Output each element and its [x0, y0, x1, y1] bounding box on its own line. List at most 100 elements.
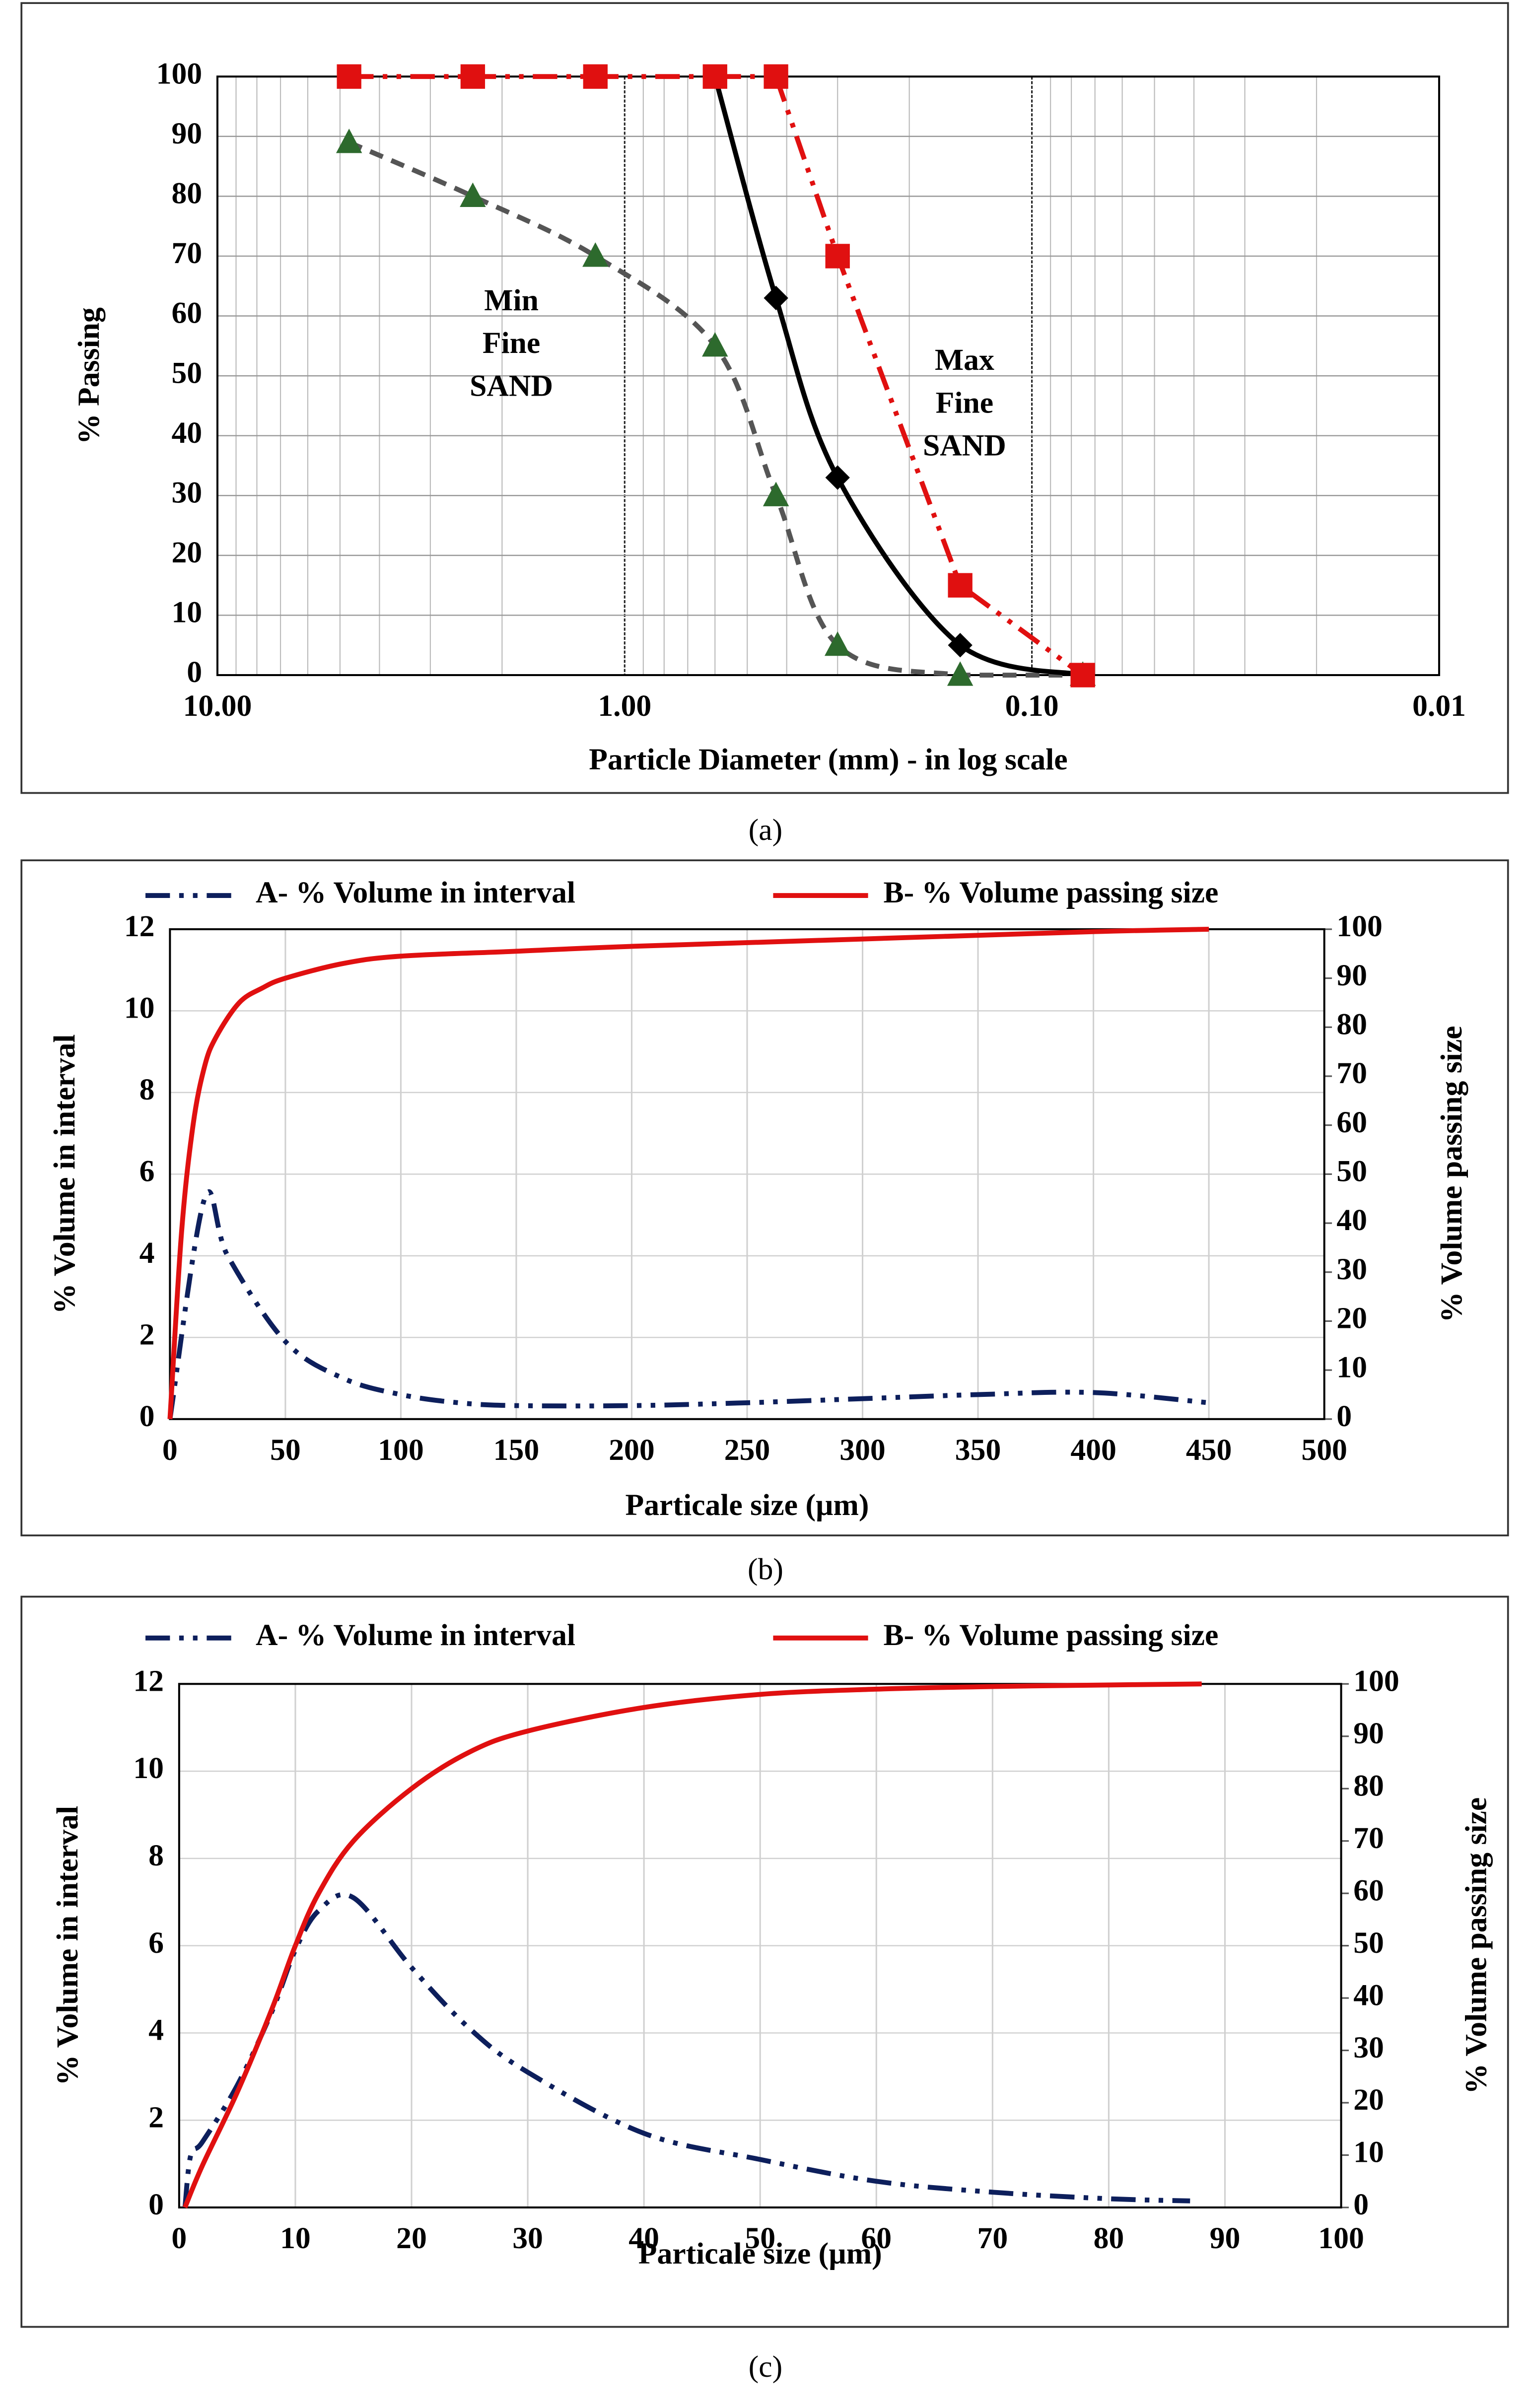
y2-tick-label: 0 — [1353, 2188, 1369, 2221]
caption: (a) — [749, 813, 782, 847]
series-line — [182, 1892, 1190, 2208]
y2-tick-label: 20 — [1353, 2083, 1384, 2117]
y2-tick-label: 30 — [1353, 2031, 1384, 2064]
annotation: Fine — [936, 386, 993, 419]
y-tick-label: 8 — [139, 1073, 155, 1106]
triangle-marker — [582, 242, 609, 267]
y2-tick-label: 70 — [1336, 1056, 1367, 1090]
triangle-marker — [702, 332, 728, 357]
x-tick-label: 70 — [977, 2221, 1008, 2255]
y-tick-label: 4 — [148, 2013, 164, 2047]
y2-axis-title: % Volume passing size — [1435, 1026, 1468, 1322]
y2-tick-label: 10 — [1336, 1350, 1367, 1384]
y2-tick-label: 40 — [1336, 1203, 1367, 1237]
y2-tick-label: 100 — [1353, 1664, 1399, 1698]
legend-label: A- % Volume in interval — [256, 876, 575, 909]
y-tick-label: 100 — [156, 57, 202, 90]
panel-border — [20, 859, 1509, 1537]
annotation: SAND — [923, 429, 1006, 463]
x-tick-label: 50 — [270, 1433, 301, 1467]
y-tick-label: 40 — [171, 416, 202, 450]
x-tick-label: 100 — [378, 1433, 423, 1467]
x-tick-label: 350 — [955, 1433, 1001, 1467]
square-marker — [764, 64, 788, 89]
x-axis-title: Particale size (µm) — [626, 1488, 869, 1522]
square-marker — [1070, 663, 1095, 688]
x-tick-label: 1.00 — [598, 689, 651, 723]
x-tick-label: 10.00 — [183, 689, 252, 723]
x-tick-label: 0 — [162, 1433, 178, 1467]
y-tick-label: 80 — [171, 177, 202, 210]
y-axis-title: % Passing — [72, 307, 106, 444]
panel-border — [20, 2, 1509, 794]
x-tick-label: 40 — [628, 2221, 659, 2255]
plot-area — [169, 928, 1325, 1420]
y2-tick-label: 50 — [1336, 1155, 1367, 1188]
panel-border — [20, 1595, 1509, 2328]
plot-area — [178, 1683, 1342, 2209]
square-marker — [460, 64, 486, 89]
y-tick-label: 6 — [148, 1926, 164, 1960]
y2-tick-label: 40 — [1353, 1978, 1384, 2012]
y-tick-label: 2 — [139, 1317, 155, 1351]
triangle-marker — [336, 129, 362, 153]
square-marker — [702, 64, 727, 89]
y-tick-label: 50 — [171, 356, 202, 390]
y2-tick-label: 90 — [1353, 1717, 1384, 1750]
series-line — [167, 927, 1209, 1420]
series-line — [712, 75, 1084, 678]
x-axis-title: Particale size (µm) — [638, 2237, 882, 2270]
y2-tick-label: 80 — [1336, 1007, 1367, 1041]
y2-axis-title: % Volume passing size — [1459, 1797, 1493, 2094]
y2-tick-label: 10 — [1353, 2135, 1384, 2169]
y2-tick-label: 100 — [1336, 909, 1382, 943]
plot-area — [216, 75, 1440, 677]
annotation: Fine — [483, 326, 540, 360]
y2-tick-label: 60 — [1353, 1873, 1384, 1907]
x-tick-label: 90 — [1210, 2221, 1241, 2255]
y-tick-label: 0 — [139, 1399, 155, 1433]
x-tick-label: 0.01 — [1412, 689, 1466, 723]
y-tick-label: 2 — [148, 2100, 164, 2134]
x-tick-label: 0.10 — [1005, 689, 1059, 723]
y2-tick-label: 50 — [1353, 1926, 1384, 1960]
x-tick-label: 500 — [1301, 1433, 1347, 1467]
y-tick-label: 6 — [139, 1155, 155, 1188]
x-tick-label: 250 — [724, 1433, 770, 1467]
y-tick-label: 0 — [148, 2188, 164, 2221]
y2-tick-label: 60 — [1336, 1105, 1367, 1139]
x-tick-label: 450 — [1186, 1433, 1232, 1467]
y-tick-label: 20 — [171, 536, 202, 569]
x-tick-label: 0 — [171, 2221, 187, 2255]
y-tick-label: 12 — [124, 909, 155, 943]
x-tick-label: 20 — [396, 2221, 427, 2255]
annotation: Min — [484, 283, 539, 317]
y-tick-label: 70 — [171, 236, 202, 270]
triangle-marker — [763, 482, 789, 506]
x-axis-title: Particle Diameter (mm) - in log scale — [589, 743, 1067, 776]
series-line — [349, 74, 1085, 677]
triangle-marker — [947, 661, 974, 686]
triangle-marker — [460, 182, 486, 207]
triangle-marker — [824, 631, 851, 656]
y-tick-label: 10 — [124, 991, 155, 1025]
y-tick-label: 8 — [148, 1839, 164, 1872]
diamond-marker — [948, 633, 973, 658]
x-tick-label: 400 — [1070, 1433, 1116, 1467]
y-tick-label: 12 — [133, 1664, 164, 1698]
y-tick-label: 10 — [171, 596, 202, 629]
y-tick-label: 0 — [187, 655, 202, 689]
x-tick-label: 200 — [609, 1433, 654, 1467]
caption: (b) — [748, 1552, 783, 1586]
y-tick-label: 90 — [171, 117, 202, 150]
square-marker — [825, 244, 850, 269]
series-line — [167, 1189, 1209, 1420]
legend-label: B- % Volume passing size — [883, 876, 1218, 909]
x-tick-label: 30 — [512, 2221, 543, 2255]
y2-tick-label: 0 — [1336, 1399, 1352, 1433]
x-tick-label: 80 — [1094, 2221, 1124, 2255]
y-tick-label: 10 — [133, 1751, 164, 1785]
y2-tick-label: 70 — [1353, 1821, 1384, 1855]
